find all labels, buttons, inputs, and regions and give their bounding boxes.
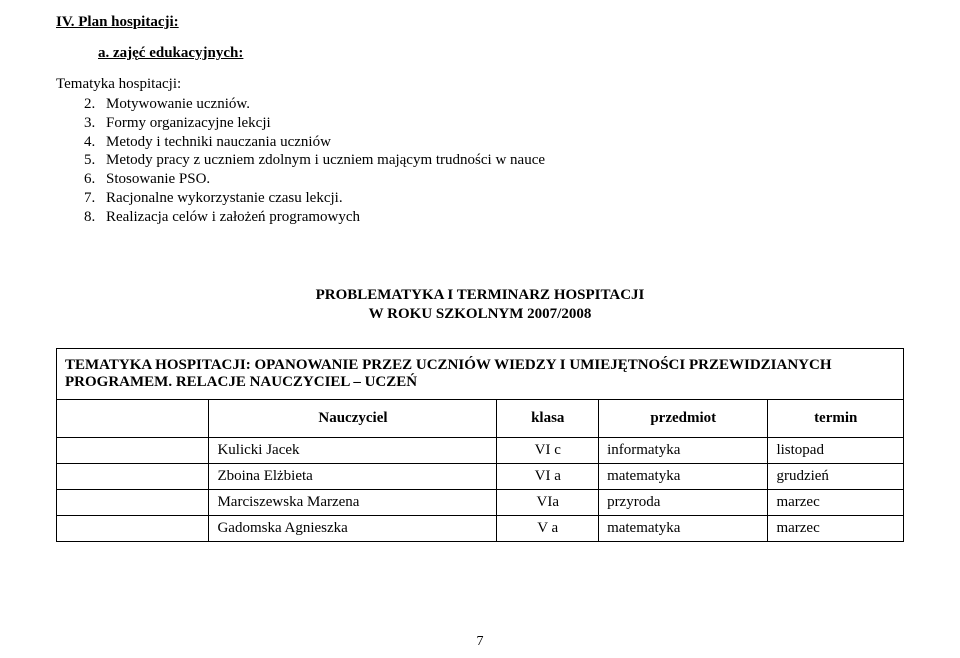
list-item: 8. Realizacja celów i założeń programowy… <box>84 208 904 227</box>
center-title-line2: W ROKU SZKOLNYM 2007/2008 <box>56 305 904 324</box>
table-header-term: termin <box>768 399 904 437</box>
table-row: Gadomska Agnieszka V a matematyka marzec <box>57 515 904 541</box>
document-page: IV. Plan hospitacji: a. zajęć edukacyjny… <box>0 0 960 542</box>
subsection-heading: a. zajęć edukacyjnych: <box>98 45 904 62</box>
table-cell-term: listopad <box>768 437 904 463</box>
table-cell-class: VI a <box>497 463 599 489</box>
topic-label: Tematyka hospitacji: <box>56 76 904 93</box>
list-number: 6. <box>84 170 106 189</box>
list-item: 2. Motywowanie uczniów. <box>84 95 904 114</box>
hospitation-table: TEMATYKA HOSPITACJI: OPANOWANIE PRZEZ UC… <box>56 348 904 542</box>
table-theme-cell: TEMATYKA HOSPITACJI: OPANOWANIE PRZEZ UC… <box>57 348 904 399</box>
list-number: 3. <box>84 114 106 133</box>
list-text: Racjonalne wykorzystanie czasu lekcji. <box>106 189 343 208</box>
list-number: 4. <box>84 133 106 152</box>
list-text: Formy organizacyjne lekcji <box>106 114 271 133</box>
table-cell-subject: matematyka <box>599 463 768 489</box>
list-item: 5. Metody pracy z uczniem zdolnym i uczn… <box>84 151 904 170</box>
table-cell-term: grudzień <box>768 463 904 489</box>
list-number: 8. <box>84 208 106 227</box>
table-cell-empty <box>57 489 209 515</box>
table-cell-term: marzec <box>768 489 904 515</box>
table-cell-class: V a <box>497 515 599 541</box>
list-number: 2. <box>84 95 106 114</box>
topic-list: 2. Motywowanie uczniów. 3. Formy organiz… <box>84 95 904 226</box>
list-item: 7. Racjonalne wykorzystanie czasu lekcji… <box>84 189 904 208</box>
table-cell-empty <box>57 437 209 463</box>
list-text: Realizacja celów i założeń programowych <box>106 208 360 227</box>
list-item: 4. Metody i techniki nauczania uczniów <box>84 133 904 152</box>
table-row: Kulicki Jacek VI c informatyka listopad <box>57 437 904 463</box>
list-item: 6. Stosowanie PSO. <box>84 170 904 189</box>
list-text: Stosowanie PSO. <box>106 170 210 189</box>
table-cell-class: VIa <box>497 489 599 515</box>
list-item: 3. Formy organizacyjne lekcji <box>84 114 904 133</box>
table-header-empty <box>57 399 209 437</box>
table-cell-class: VI c <box>497 437 599 463</box>
table-header-class: klasa <box>497 399 599 437</box>
list-text: Motywowanie uczniów. <box>106 95 250 114</box>
table-row: Zboina Elżbieta VI a matematyka grudzień <box>57 463 904 489</box>
list-text: Metody i techniki nauczania uczniów <box>106 133 331 152</box>
list-text: Metody pracy z uczniem zdolnym i uczniem… <box>106 151 545 170</box>
table-cell-name: Kulicki Jacek <box>209 437 497 463</box>
table-cell-name: Marciszewska Marzena <box>209 489 497 515</box>
table-row: Marciszewska Marzena VIa przyroda marzec <box>57 489 904 515</box>
table-header-row: Nauczyciel klasa przedmiot termin <box>57 399 904 437</box>
table-cell-subject: przyroda <box>599 489 768 515</box>
list-number: 5. <box>84 151 106 170</box>
table-cell-term: marzec <box>768 515 904 541</box>
table-cell-empty <box>57 515 209 541</box>
center-title: PROBLEMATYKA I TERMINARZ HOSPITACJI W RO… <box>56 286 904 324</box>
list-number: 7. <box>84 189 106 208</box>
page-number: 7 <box>0 634 960 650</box>
table-cell-name: Zboina Elżbieta <box>209 463 497 489</box>
table-header-subject: przedmiot <box>599 399 768 437</box>
table-cell-subject: informatyka <box>599 437 768 463</box>
table-theme-row: TEMATYKA HOSPITACJI: OPANOWANIE PRZEZ UC… <box>57 348 904 399</box>
table-cell-empty <box>57 463 209 489</box>
table-cell-name: Gadomska Agnieszka <box>209 515 497 541</box>
section-heading: IV. Plan hospitacji: <box>56 14 904 31</box>
table-header-name: Nauczyciel <box>209 399 497 437</box>
center-title-line1: PROBLEMATYKA I TERMINARZ HOSPITACJI <box>56 286 904 305</box>
table-cell-subject: matematyka <box>599 515 768 541</box>
